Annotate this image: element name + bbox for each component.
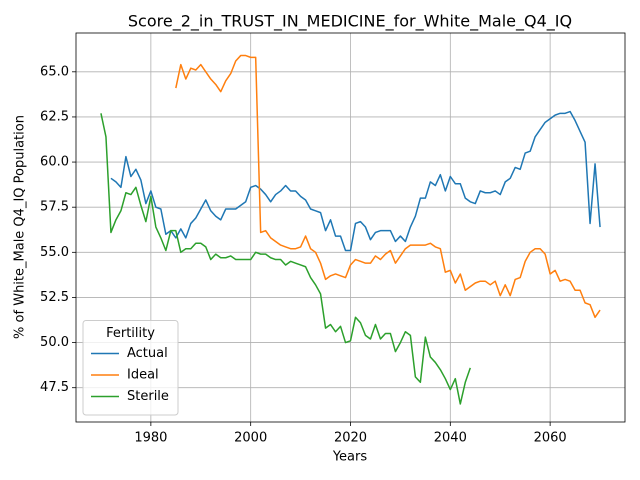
x-tick-label: 2000 (234, 431, 267, 446)
legend: Fertility Actual Ideal Sterile (82, 320, 179, 416)
y-tick-label: 57.5 (40, 200, 69, 215)
y-tick-label: 50.0 (40, 335, 69, 350)
legend-label: Actual (127, 346, 168, 361)
y-axis-label: % of White_Male Q4_IQ Population (13, 115, 28, 339)
line (175, 54, 601, 319)
x-axis-label: Years (332, 450, 368, 465)
legend-title: Fertility (106, 326, 155, 341)
y-tick-label: 52.5 (40, 290, 69, 305)
x-tick-label: 2020 (334, 431, 367, 446)
chart-title: Score_2_in_TRUST_IN_MEDICINE_for_White_M… (128, 12, 572, 32)
y-tick-label: 62.5 (40, 109, 69, 124)
x-tick-label: 2060 (534, 431, 567, 446)
legend-label: Ideal (127, 368, 159, 383)
legend-label: Sterile (127, 389, 169, 404)
y-tick-label: 55.0 (40, 245, 69, 260)
legend-box (82, 320, 179, 416)
y-tick-label: 65.0 (40, 64, 69, 79)
y-tick-label: 47.5 (40, 380, 69, 395)
x-tick-label: 1980 (134, 431, 167, 446)
line (110, 110, 601, 252)
axes-frame (75, 32, 626, 423)
y-tick-label: 60.0 (40, 155, 69, 170)
x-tick-label: 2040 (434, 431, 467, 446)
line (100, 113, 471, 405)
